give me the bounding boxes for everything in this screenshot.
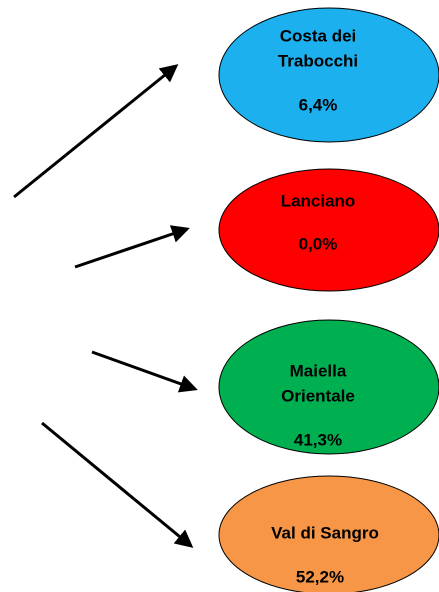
node-value: 41,3% xyxy=(294,430,342,449)
arrow xyxy=(41,421,194,548)
node-label: Lanciano xyxy=(281,191,356,210)
node-ellipse xyxy=(218,319,439,455)
node-label: Val di Sangro xyxy=(271,523,379,542)
node-label: Trabocchi xyxy=(278,51,358,70)
node-value: 6,4% xyxy=(299,95,338,114)
arrow xyxy=(91,350,198,393)
node-value: 0,0% xyxy=(299,234,338,253)
node-ellipse xyxy=(218,168,439,292)
arrow xyxy=(13,64,179,199)
node-ellipse xyxy=(218,7,439,143)
node-value: 52,2% xyxy=(296,567,344,586)
node-label: Maiella xyxy=(290,361,347,380)
node-label: Costa dei xyxy=(280,26,357,45)
node-label: Orientale xyxy=(281,386,355,405)
arrow xyxy=(74,225,190,269)
node-ellipse xyxy=(218,475,439,592)
